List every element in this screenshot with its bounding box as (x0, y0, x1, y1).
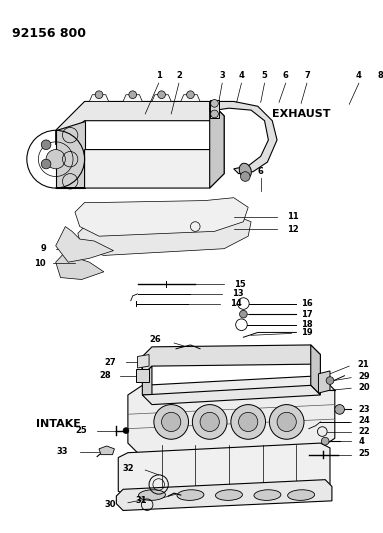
Text: 2: 2 (176, 71, 182, 80)
Text: 18: 18 (301, 320, 313, 329)
Polygon shape (116, 480, 332, 511)
Circle shape (241, 172, 250, 181)
Polygon shape (137, 354, 149, 368)
Text: 17: 17 (301, 310, 313, 319)
Text: 4: 4 (359, 437, 365, 446)
Text: 11: 11 (287, 213, 298, 221)
Text: 25: 25 (76, 426, 87, 435)
Text: INTAKE: INTAKE (36, 419, 81, 429)
Text: 6: 6 (283, 71, 289, 80)
Text: 15: 15 (234, 280, 246, 289)
Circle shape (326, 377, 334, 384)
Ellipse shape (239, 163, 251, 178)
Polygon shape (210, 101, 224, 188)
Polygon shape (142, 345, 320, 376)
Text: 29: 29 (359, 372, 370, 381)
Text: 26: 26 (150, 335, 162, 344)
Circle shape (41, 140, 51, 150)
Circle shape (211, 110, 218, 118)
Text: 9: 9 (40, 244, 46, 253)
Text: 21: 21 (357, 360, 369, 369)
Polygon shape (311, 345, 320, 395)
Text: 22: 22 (359, 427, 371, 436)
Circle shape (162, 413, 181, 432)
Circle shape (154, 405, 188, 439)
Ellipse shape (216, 490, 242, 500)
Text: 7: 7 (304, 71, 310, 80)
Text: 1: 1 (156, 71, 162, 80)
Text: 4: 4 (356, 71, 362, 80)
Text: 20: 20 (359, 383, 370, 392)
Circle shape (211, 100, 218, 107)
Text: 23: 23 (359, 405, 370, 414)
Circle shape (41, 159, 51, 169)
Circle shape (187, 91, 194, 99)
Circle shape (200, 413, 219, 432)
Circle shape (269, 405, 304, 439)
Text: 92156 800: 92156 800 (12, 27, 87, 41)
Text: 28: 28 (99, 371, 111, 380)
Polygon shape (99, 446, 115, 455)
Circle shape (231, 405, 265, 439)
Circle shape (46, 150, 65, 169)
Polygon shape (56, 249, 104, 279)
Polygon shape (128, 376, 335, 457)
Text: 12: 12 (287, 225, 298, 234)
Polygon shape (56, 227, 113, 262)
Polygon shape (56, 120, 85, 188)
Polygon shape (181, 95, 200, 101)
Polygon shape (56, 135, 224, 188)
Circle shape (95, 91, 103, 99)
Text: 32: 32 (122, 464, 134, 473)
Text: 27: 27 (105, 358, 116, 367)
Ellipse shape (288, 490, 314, 500)
Polygon shape (142, 385, 320, 405)
Polygon shape (210, 101, 277, 174)
Polygon shape (75, 198, 248, 236)
Polygon shape (118, 443, 330, 496)
Text: 30: 30 (105, 500, 116, 509)
Polygon shape (89, 95, 109, 101)
Ellipse shape (254, 490, 281, 500)
Ellipse shape (177, 490, 204, 500)
Circle shape (239, 310, 247, 318)
Polygon shape (318, 371, 330, 393)
Text: 6: 6 (258, 167, 264, 176)
Circle shape (239, 413, 258, 432)
Text: 31: 31 (136, 496, 147, 505)
Polygon shape (78, 215, 251, 255)
Circle shape (192, 405, 227, 439)
Text: 14: 14 (230, 299, 242, 308)
Ellipse shape (139, 490, 165, 500)
Polygon shape (142, 357, 152, 395)
Polygon shape (136, 369, 149, 382)
Polygon shape (56, 101, 224, 145)
Text: EXHAUST: EXHAUST (272, 109, 331, 119)
Text: 3: 3 (219, 71, 225, 80)
Text: 4: 4 (239, 71, 244, 80)
Circle shape (129, 91, 137, 99)
Circle shape (158, 91, 165, 99)
Polygon shape (210, 100, 219, 118)
Circle shape (123, 427, 129, 433)
Text: 8: 8 (377, 71, 383, 80)
Text: 19: 19 (301, 328, 313, 337)
Polygon shape (123, 95, 142, 101)
Circle shape (321, 437, 329, 445)
Circle shape (277, 413, 296, 432)
Text: 13: 13 (232, 289, 244, 298)
Text: 33: 33 (57, 447, 68, 456)
Text: 10: 10 (34, 259, 45, 268)
Text: 24: 24 (359, 416, 371, 425)
Circle shape (335, 405, 344, 414)
Text: 25: 25 (359, 449, 371, 458)
Polygon shape (152, 95, 171, 101)
Text: 16: 16 (301, 299, 313, 308)
Text: 5: 5 (262, 71, 267, 80)
